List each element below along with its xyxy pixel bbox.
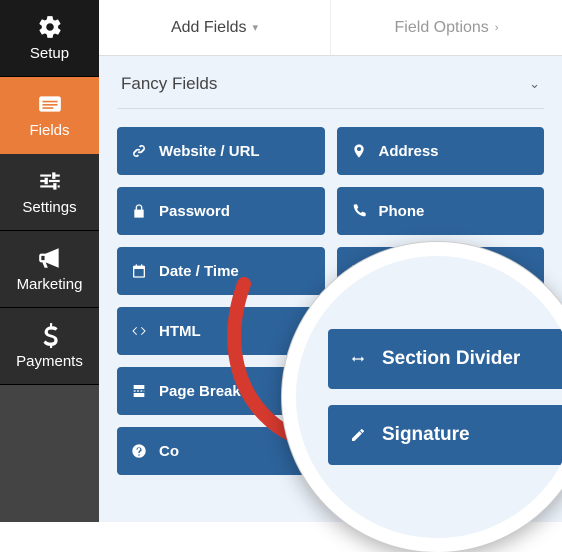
sidebar-item-label: Fields	[29, 122, 69, 139]
list-icon	[37, 91, 63, 117]
calendar-icon	[131, 263, 147, 279]
field-label: Address	[379, 143, 439, 160]
field-password[interactable]: Password	[117, 187, 325, 235]
fields-panel: Fancy Fields ⌄ Website / URL Address Pas…	[99, 56, 562, 522]
arrows-h-icon	[350, 349, 366, 369]
sidebar-item-label: Marketing	[17, 276, 83, 293]
field-date-time[interactable]: Date / Time	[117, 247, 325, 295]
field-address[interactable]: Address	[337, 127, 545, 175]
pencil-icon	[350, 425, 366, 445]
link-icon	[131, 143, 147, 159]
tab-label: Add Fields	[171, 19, 247, 37]
field-label: Section Divider	[382, 348, 520, 370]
section-title: Fancy Fields	[121, 74, 217, 94]
sidebar-item-payments[interactable]: Payments	[0, 308, 99, 385]
tab-add-fields[interactable]: Add Fields ▾	[99, 0, 330, 56]
field-label: Co	[159, 443, 179, 460]
chevron-down-icon: ⌄	[529, 76, 540, 92]
field-label: Date / Time	[159, 263, 239, 280]
dollar-icon	[37, 322, 63, 348]
main-panel: Add Fields ▾ Field Options › Fancy Field…	[99, 0, 562, 522]
field-label: Phone	[379, 203, 425, 220]
field-label: Website / URL	[159, 143, 260, 160]
tabs: Add Fields ▾ Field Options ›	[99, 0, 562, 56]
callout-signature[interactable]: Signature	[328, 405, 562, 465]
sidebar-item-fields[interactable]: Fields	[0, 77, 99, 154]
code-icon	[131, 323, 147, 339]
sidebar-item-marketing[interactable]: Marketing	[0, 231, 99, 308]
field-label: HTML	[159, 323, 201, 340]
field-phone[interactable]: Phone	[337, 187, 545, 235]
sidebar-item-settings[interactable]: Settings	[0, 154, 99, 231]
chevron-right-icon: ›	[495, 22, 499, 34]
page-break-icon	[131, 383, 147, 399]
sidebar-item-label: Setup	[30, 45, 69, 62]
bullhorn-icon	[37, 245, 63, 271]
tab-field-options[interactable]: Field Options ›	[330, 0, 562, 56]
chevron-down-icon: ▾	[253, 21, 259, 34]
field-website-url[interactable]: Website / URL	[117, 127, 325, 175]
sliders-icon	[37, 168, 63, 194]
gear-icon	[37, 14, 63, 40]
lock-icon	[131, 203, 147, 219]
field-label: Page Break	[159, 383, 241, 400]
help-icon	[131, 443, 147, 459]
phone-icon	[351, 203, 367, 219]
map-pin-icon	[351, 143, 367, 159]
tab-label: Field Options	[395, 19, 489, 37]
field-label: Password	[159, 203, 230, 220]
sidebar-item-label: Payments	[16, 353, 83, 370]
callout-section-divider[interactable]: Section Divider	[328, 329, 562, 389]
sidebar-item-label: Settings	[22, 199, 76, 216]
sidebar: Setup Fields Settings Marketing Payments	[0, 0, 99, 522]
section-header[interactable]: Fancy Fields ⌄	[117, 56, 544, 109]
field-label: Signature	[382, 424, 470, 446]
sidebar-item-setup[interactable]: Setup	[0, 0, 99, 77]
